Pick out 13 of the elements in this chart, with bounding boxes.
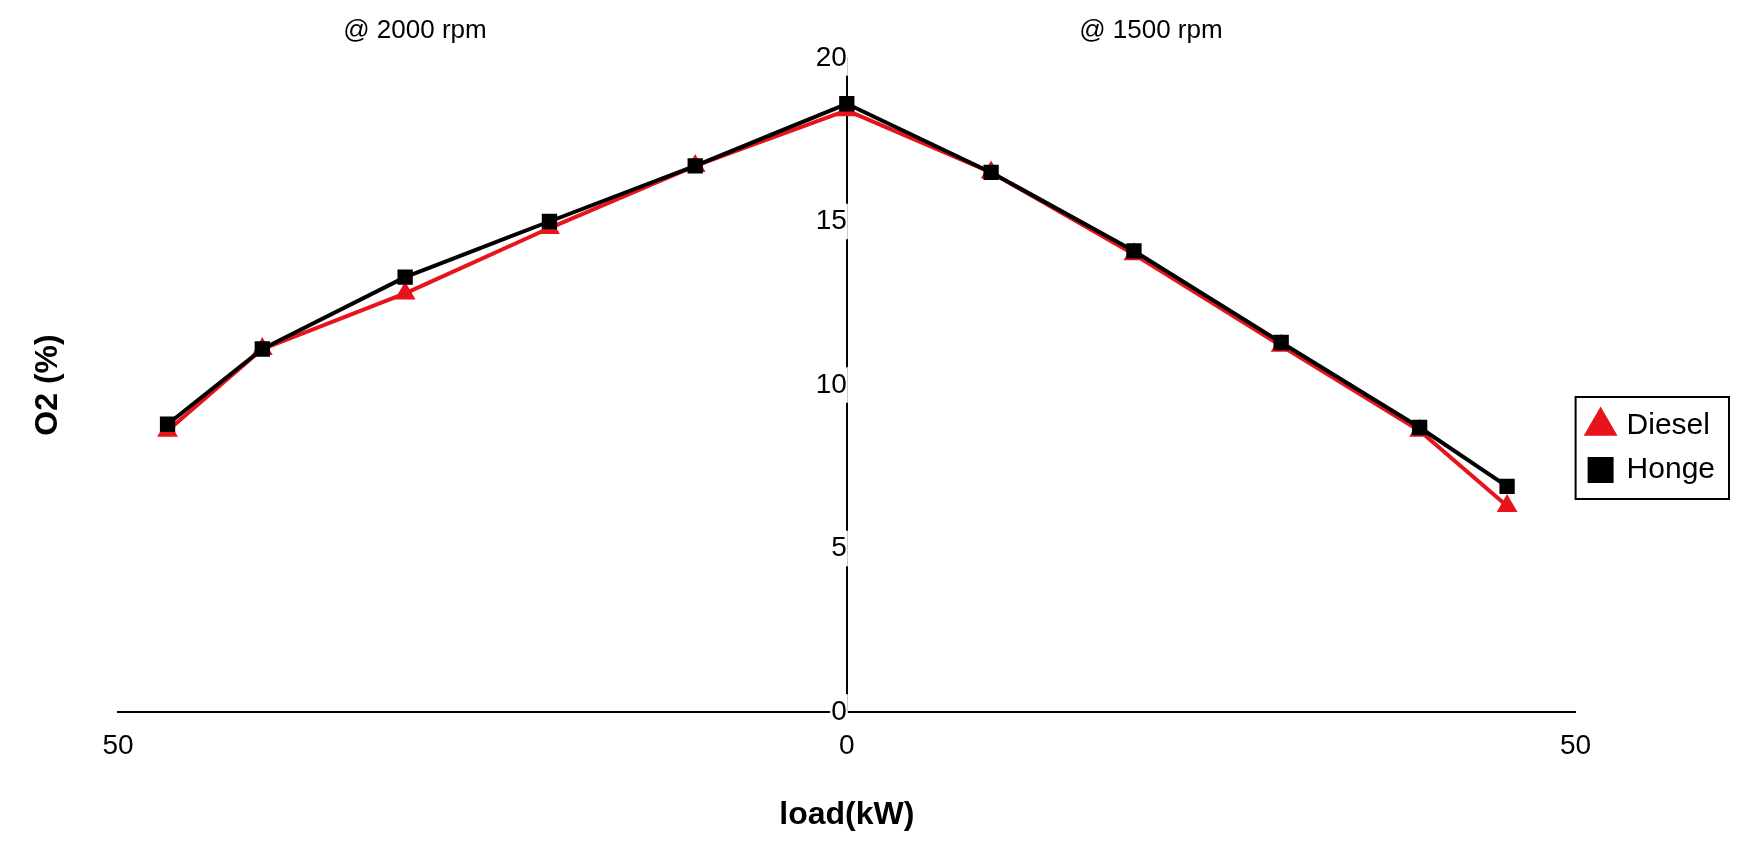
y-tick-label: 5: [831, 531, 847, 563]
x-tick-label: 50: [1560, 728, 1592, 760]
text: @ 1500 rpm: [1079, 14, 1223, 45]
x-tick-label: 50: [102, 728, 134, 760]
x-axis-title: load(kW): [779, 794, 915, 831]
y-tick-label: 0: [831, 694, 847, 726]
legend-label: Diesel: [1626, 407, 1710, 441]
y-tick-label: 10: [815, 367, 847, 399]
y-tick-label: 15: [815, 204, 847, 236]
text: @ 2000 rpm: [343, 14, 487, 45]
y-axis-title: O2 (%): [27, 334, 64, 436]
legend-label: Honge: [1626, 451, 1715, 485]
y-tick-label: 20: [815, 40, 847, 72]
